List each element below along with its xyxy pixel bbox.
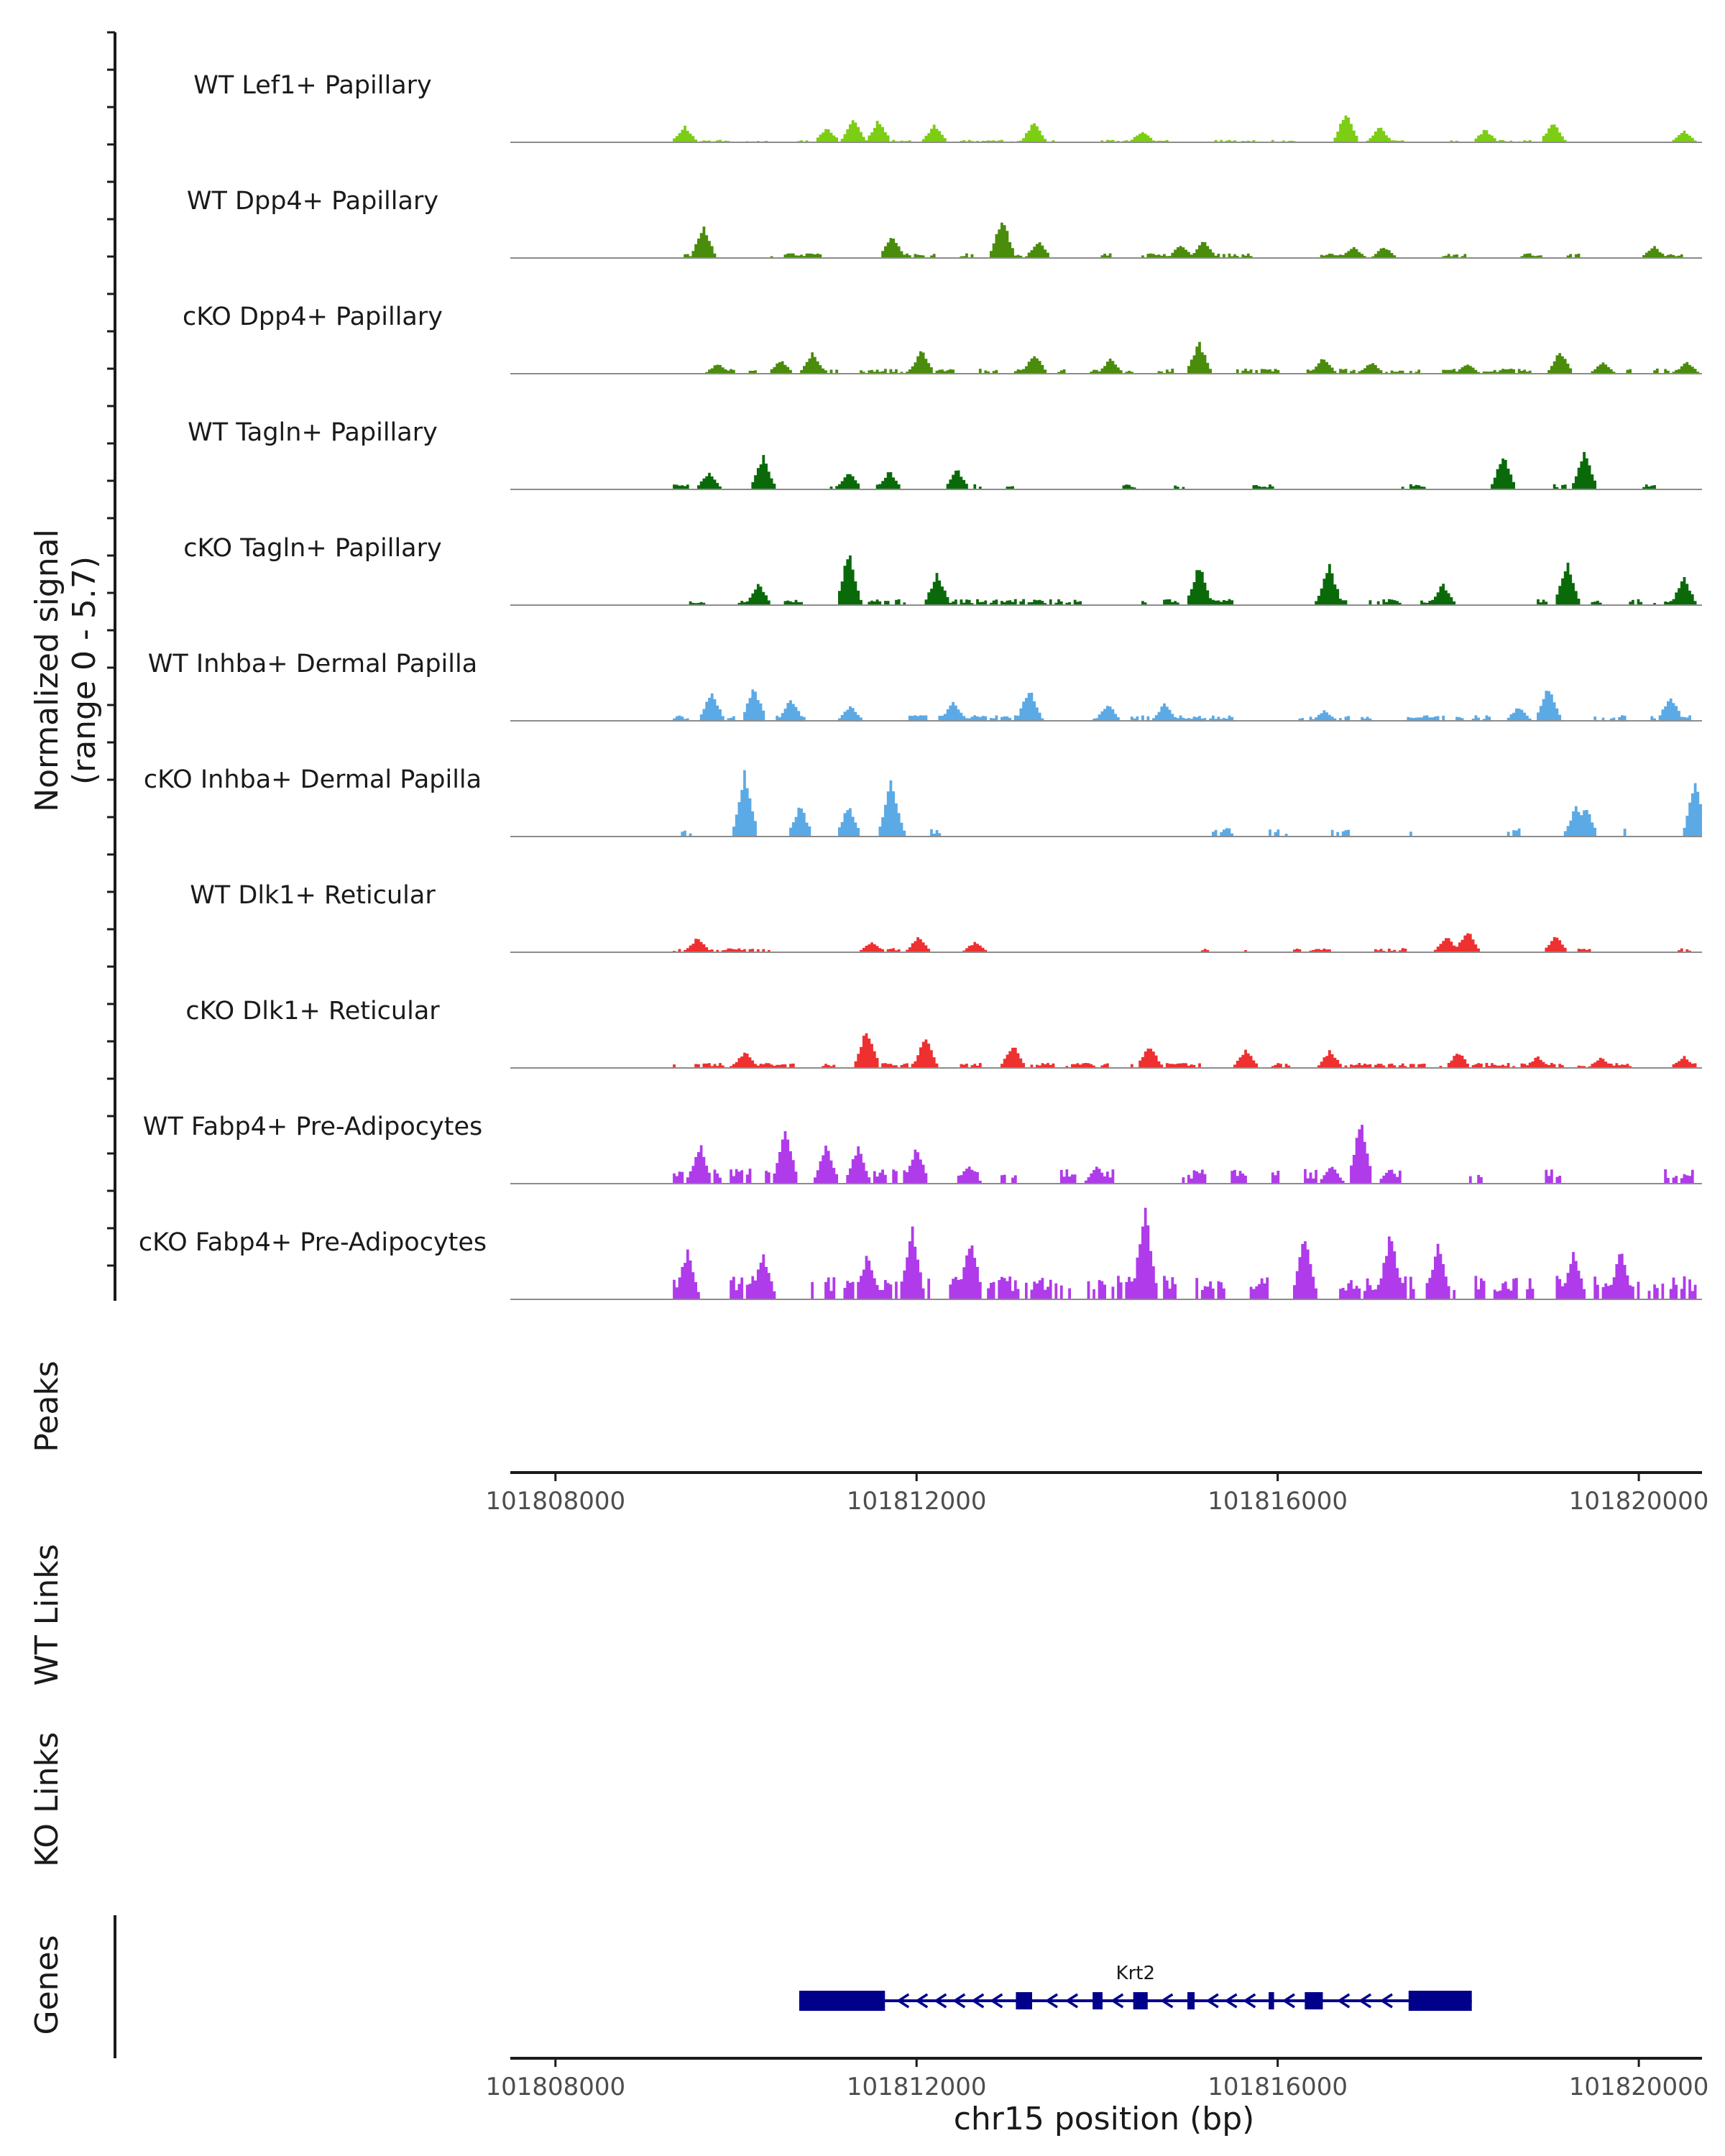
strand-arrow xyxy=(952,1993,966,2009)
y-axis xyxy=(107,31,116,1301)
track-8: WT Dlk1+ Reticular xyxy=(190,881,1702,953)
strand-arrow xyxy=(1224,1993,1238,2009)
peaks-panel-label: Peaks xyxy=(29,1360,65,1452)
coverage-area xyxy=(510,115,1702,142)
strand-arrow xyxy=(971,1993,985,2009)
x-axis-tick-label: 101820000 xyxy=(1569,2073,1709,2101)
strand-arrow xyxy=(896,1993,910,2009)
track-5: cKO Tagln+ Papillary xyxy=(183,534,1702,606)
gene-exon xyxy=(1133,1992,1148,2009)
y-axis-label: Normalized signal xyxy=(29,529,65,812)
x-axis-tick-label: 101812000 xyxy=(847,1487,987,1516)
track-label: WT Inhba+ Dermal Papilla xyxy=(148,650,477,678)
coverage-area xyxy=(510,451,1702,489)
track-label: WT Lef1+ Papillary xyxy=(193,71,432,100)
track-label: cKO Fabp4+ Pre-Adipocytes xyxy=(139,1228,487,1257)
gene-exon xyxy=(1408,1991,1472,2011)
coverage-area xyxy=(510,770,1702,837)
gene-exon xyxy=(1187,1992,1195,2009)
strand-arrow xyxy=(1160,1993,1174,2009)
gene-track xyxy=(799,1991,1472,2011)
track-label: cKO Dlk1+ Reticular xyxy=(185,997,440,1026)
track-label: cKO Inhba+ Dermal Papilla xyxy=(144,765,482,794)
coverage-area xyxy=(510,222,1702,258)
coverage-area xyxy=(510,933,1702,952)
strand-arrow xyxy=(915,1993,929,2009)
strand-arrow xyxy=(1110,1993,1124,2009)
track-1: WT Lef1+ Papillary xyxy=(193,71,1702,143)
track-label: WT Fabp4+ Pre-Adipocytes xyxy=(143,1112,482,1141)
gene-exon xyxy=(1092,1992,1103,2009)
strand-arrow xyxy=(1205,1993,1219,2009)
gene-exon xyxy=(1016,1992,1033,2009)
strand-arrow xyxy=(990,1993,1003,2009)
track-label: cKO Tagln+ Papillary xyxy=(183,534,442,563)
genes-x-axis: 101808000 101812000 101816000 101820000 xyxy=(485,2058,1708,2101)
gene-exon xyxy=(1269,1992,1274,2009)
strand-arrow xyxy=(934,1993,947,2009)
coverage-area xyxy=(510,341,1702,374)
coverage-area xyxy=(510,555,1702,605)
genes-panel-label: Genes xyxy=(29,1935,65,2035)
x-axis-tick-label: 101816000 xyxy=(1208,2073,1348,2101)
x-axis-tick-label: 101808000 xyxy=(485,1487,625,1516)
coverage-area xyxy=(510,1125,1702,1184)
x-axis-tick-label: 101816000 xyxy=(1208,1487,1348,1516)
gene-exon xyxy=(799,1991,886,2011)
y-axis-ticks xyxy=(107,31,115,1267)
strand-arrow xyxy=(1358,1993,1372,2009)
wt-links-panel-label: WT Links xyxy=(29,1544,65,1685)
strand-arrow xyxy=(1243,1993,1256,2009)
strand-arrow xyxy=(1337,1993,1351,2009)
ko-links-panel-label: KO Links xyxy=(29,1732,65,1867)
x-axis-tick-label: 101820000 xyxy=(1569,1487,1709,1516)
track-9: cKO Dlk1+ Reticular xyxy=(185,997,1702,1069)
track-3: cKO Dpp4+ Papillary xyxy=(183,303,1702,374)
peaks-x-axis: 101808000 101812000 101816000 101820000 xyxy=(485,1473,1708,1516)
strand-arrow xyxy=(1379,1993,1393,2009)
x-axis-title: chr15 position (bp) xyxy=(954,2101,1255,2137)
track-label: WT Tagln+ Papillary xyxy=(188,418,438,447)
track-label: cKO Dpp4+ Papillary xyxy=(183,303,443,331)
gene-name-label: Krt2 xyxy=(1116,1963,1155,1984)
coverage-area xyxy=(510,1207,1702,1299)
track-7: cKO Inhba+ Dermal Papilla xyxy=(144,765,1702,837)
track-6: WT Inhba+ Dermal Papilla xyxy=(148,650,1702,722)
track-label: WT Dlk1+ Reticular xyxy=(190,881,436,910)
track-2: WT Dpp4+ Papillary xyxy=(187,187,1702,259)
strand-arrow xyxy=(1064,1993,1079,2009)
x-axis-tick-label: 101808000 xyxy=(485,2073,625,2101)
track-label: WT Dpp4+ Papillary xyxy=(187,187,438,216)
x-axis-tick-label: 101812000 xyxy=(847,2073,987,2101)
strand-arrow xyxy=(1282,1993,1295,2009)
gene-exon xyxy=(1305,1992,1323,2009)
strand-arrow xyxy=(1044,1993,1059,2009)
y-axis-range-label: (range 0 - 5.7) xyxy=(66,556,103,785)
track-11: cKO Fabp4+ Pre-Adipocytes xyxy=(139,1207,1702,1300)
coverage-area xyxy=(510,1033,1702,1068)
track-10: WT Fabp4+ Pre-Adipocytes xyxy=(143,1112,1702,1184)
coverage-tracks: WT Lef1+ Papillary WT Dpp4+ Papillary cKO … xyxy=(139,71,1702,1300)
coverage-area xyxy=(510,689,1702,721)
track-4: WT Tagln+ Papillary xyxy=(188,418,1702,490)
